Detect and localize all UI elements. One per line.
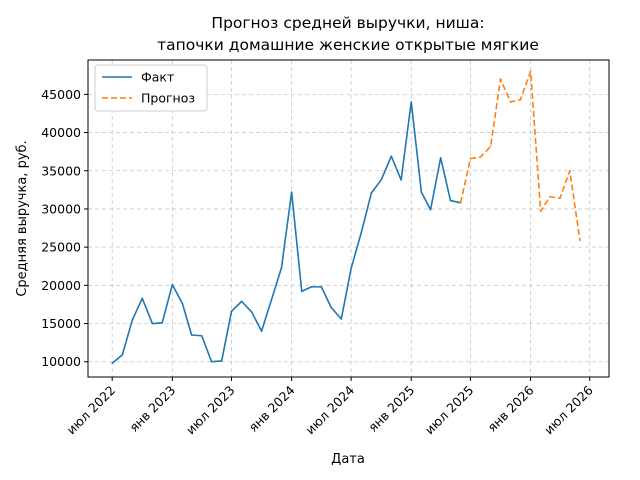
data-point-1 <box>390 155 393 158</box>
data-point-2 <box>549 195 551 198</box>
data-point-1 <box>429 208 432 211</box>
chart-subtitle: тапочки домашние женские открытые мягкие <box>157 36 539 54</box>
legend-label: Факт <box>141 70 174 85</box>
plot-frame <box>87 59 610 378</box>
y-tick-label: 30000 <box>41 201 81 216</box>
data-point-2 <box>579 239 581 242</box>
y-tick-label: 40000 <box>41 125 81 140</box>
data-point-1 <box>111 362 113 365</box>
data-point-2 <box>509 101 512 103</box>
data-point-1 <box>220 360 223 362</box>
data-point-1 <box>240 300 243 303</box>
data-point-1 <box>439 156 442 159</box>
data-point-1 <box>161 321 163 324</box>
x-axis-label: Дата <box>331 452 365 467</box>
data-point-1 <box>230 310 233 313</box>
data-point-1 <box>360 231 363 234</box>
data-point-1 <box>200 334 203 337</box>
y-tick-label: 20000 <box>41 278 81 293</box>
series-group <box>111 70 581 365</box>
data-point-1 <box>190 334 193 336</box>
data-point-1 <box>131 318 134 321</box>
y-axis-label: Средняя выручка, руб. <box>15 140 30 296</box>
data-point-1 <box>181 302 184 305</box>
data-point-1 <box>420 191 423 193</box>
data-point-2 <box>529 70 532 73</box>
data-point-1 <box>330 306 332 309</box>
data-point-2 <box>469 157 472 160</box>
y-tick-label: 25000 <box>41 240 81 255</box>
data-point-1 <box>410 101 413 103</box>
data-point-1 <box>151 322 154 325</box>
data-point-2 <box>568 169 571 172</box>
data-point-2 <box>499 78 502 80</box>
legend-label: Прогноз <box>141 91 195 106</box>
data-point-2 <box>559 197 561 200</box>
y-tick-label: 10000 <box>41 354 81 369</box>
data-point-2 <box>539 210 542 213</box>
data-point-1 <box>260 330 263 332</box>
data-point-2 <box>459 202 462 204</box>
data-point-1 <box>370 192 373 194</box>
y-axis: 10000 15000 20000 25000 30000 35000 40000 45000 <box>41 87 88 369</box>
data-point-1 <box>270 298 273 300</box>
chart-title: Прогноз средней выручки, ниша: <box>211 14 484 32</box>
data-point-1 <box>340 318 343 320</box>
series-line-1 <box>111 101 461 364</box>
data-point-1 <box>141 297 144 300</box>
data-point-1 <box>310 286 313 288</box>
data-point-1 <box>300 290 303 293</box>
data-point-1 <box>350 267 352 270</box>
data-point-1 <box>280 266 283 269</box>
y-tick-label: 35000 <box>41 163 81 178</box>
y-tick-label: 45000 <box>41 87 81 102</box>
data-point-1 <box>250 311 253 313</box>
data-point-1 <box>449 199 452 202</box>
data-point-2 <box>489 145 492 148</box>
data-point-1 <box>320 286 323 288</box>
data-point-1 <box>210 360 213 363</box>
data-point-1 <box>171 283 174 286</box>
data-point-2 <box>479 156 482 158</box>
data-point-1 <box>400 179 402 181</box>
data-point-2 <box>519 98 522 101</box>
y-tick-label: 15000 <box>41 316 81 331</box>
data-point-1 <box>121 354 124 356</box>
data-point-1 <box>380 179 382 181</box>
legend: Факт Прогноз <box>94 64 208 112</box>
data-point-1 <box>290 191 293 193</box>
